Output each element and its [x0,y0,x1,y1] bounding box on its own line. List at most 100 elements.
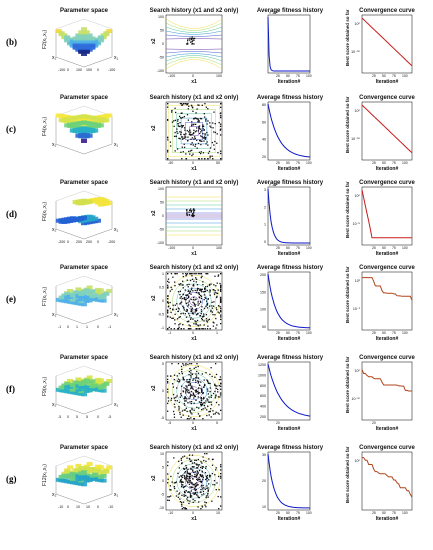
avg-frame [267,14,311,74]
search-point [193,209,195,211]
search-point [179,479,182,482]
search-point [189,209,191,211]
avg-tick-x: 25 [276,161,280,165]
avg-tick-x: 50 [286,161,290,165]
conv-frame [361,14,413,74]
search-point [185,490,187,492]
search-point [182,377,185,380]
search-tick-x: -1 [168,331,171,335]
search-point [172,309,174,311]
search-point [212,321,214,323]
search-point [187,136,189,138]
search-point [185,464,187,467]
search-point [209,289,211,291]
search-point [167,391,169,393]
search-point [203,298,205,301]
search-point [167,106,169,108]
search-point [199,392,201,394]
search-point [197,121,199,123]
search-point [192,394,195,396]
search-point [168,496,171,498]
search-point [174,399,176,402]
search-point [194,123,197,126]
search-point [215,385,217,387]
search-point [200,118,203,120]
search-ylabel: x2 [151,475,157,481]
search-point [200,491,202,494]
search-point [196,147,198,149]
surface-patch [83,466,90,471]
search-point [174,482,177,484]
param-tick-x: 5 [86,415,88,419]
surface-patch [81,291,87,296]
search-point [174,323,176,325]
search-point [167,382,169,384]
search-point [196,390,198,392]
search-point [191,154,193,157]
search-point [204,501,206,503]
search-point [191,124,193,127]
search-tick-y: -5 [161,493,164,497]
search-point [219,112,222,115]
search-point [198,293,200,296]
search-point [191,278,194,280]
search-point [184,470,187,473]
search-point [176,375,178,377]
search-point [205,372,207,374]
search-point [217,388,219,391]
search-tick-y: -50 [159,56,164,60]
search-point [186,398,188,400]
search-point [220,309,222,312]
avg-line [267,16,310,72]
search-point [216,482,218,484]
search-point [220,125,222,127]
avg-tick-y: 60 [262,120,266,124]
search-point [171,481,173,483]
search-point [220,290,222,293]
search-point [182,456,184,458]
search-point [179,293,181,296]
search-point [178,409,180,411]
search-point [176,387,178,389]
search-point [183,455,186,457]
search-point [181,484,183,486]
surface-patch [103,31,110,36]
search-point [179,303,181,305]
search-point [201,391,203,393]
search-xlabel: x1 [191,516,197,522]
param-box-back [55,275,113,287]
contour-line [165,30,223,35]
search-point [212,127,214,129]
search-point [220,392,222,394]
search-point [192,212,195,214]
search-point [200,309,203,311]
avg-tick-x: 50 [286,511,290,515]
search-point [204,383,206,386]
search-point [186,310,189,312]
search-point [205,400,207,402]
search-point [180,151,182,153]
search-point [201,126,204,128]
search-point [207,319,209,321]
avg-title: Average fitness history [257,95,324,101]
search-point [216,142,218,144]
search-point [215,488,217,491]
search-point [191,373,194,376]
search-point [202,281,204,283]
search-point [215,317,217,320]
search-point [185,397,187,399]
search-point [220,152,222,155]
search-point [179,290,182,293]
search-point [204,453,206,455]
search-point [202,315,204,318]
surface-patch [86,375,93,380]
search-point [216,309,218,311]
search-point [190,412,192,414]
search-point [201,494,203,496]
search-point [173,485,176,488]
search-point [181,297,184,300]
search-point [196,284,199,286]
search-point [181,505,183,507]
surface-patch [83,30,90,35]
contour-line [167,274,221,328]
